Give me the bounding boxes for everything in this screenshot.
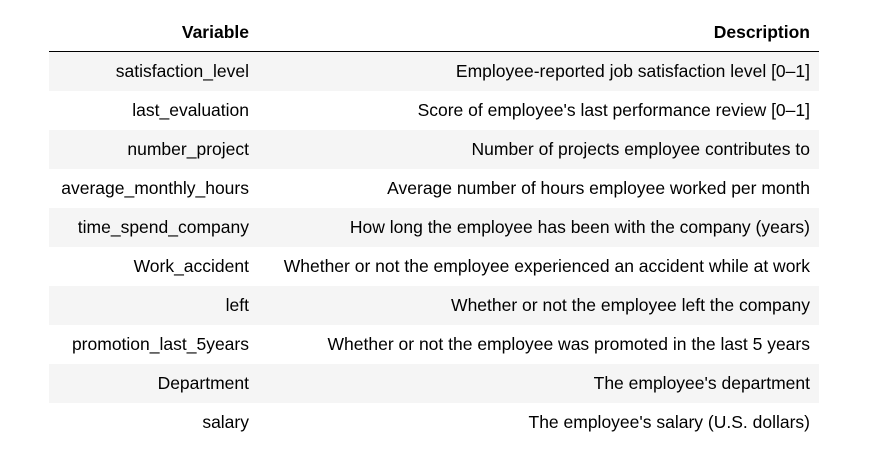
variable-cell: left bbox=[49, 286, 258, 325]
description-cell: Score of employee's last performance rev… bbox=[258, 91, 819, 130]
table-row: Department The employee's department bbox=[49, 364, 819, 403]
description-cell: Number of projects employee contributes … bbox=[258, 130, 819, 169]
variable-cell: Work_accident bbox=[49, 247, 258, 286]
header-description: Description bbox=[258, 13, 819, 52]
table-header-row: Variable Description bbox=[49, 13, 819, 52]
table-row: last_evaluation Score of employee's last… bbox=[49, 91, 819, 130]
table-row: number_project Number of projects employ… bbox=[49, 130, 819, 169]
variable-cell: Department bbox=[49, 364, 258, 403]
variable-cell: last_evaluation bbox=[49, 91, 258, 130]
variables-table: Variable Description satisfaction_level … bbox=[49, 13, 819, 442]
table-row: satisfaction_level Employee-reported job… bbox=[49, 51, 819, 91]
description-cell: Whether or not the employee left the com… bbox=[258, 286, 819, 325]
description-cell: How long the employee has been with the … bbox=[258, 208, 819, 247]
variable-cell: average_monthly_hours bbox=[49, 169, 258, 208]
description-cell: Whether or not the employee was promoted… bbox=[258, 325, 819, 364]
description-cell: Whether or not the employee experienced … bbox=[258, 247, 819, 286]
header-variable: Variable bbox=[49, 13, 258, 52]
variable-cell: promotion_last_5years bbox=[49, 325, 258, 364]
variable-cell: time_spend_company bbox=[49, 208, 258, 247]
description-cell: Average number of hours employee worked … bbox=[258, 169, 819, 208]
variable-cell: salary bbox=[49, 403, 258, 442]
table-row: left Whether or not the employee left th… bbox=[49, 286, 819, 325]
description-cell: The employee's department bbox=[258, 364, 819, 403]
table-row: promotion_last_5years Whether or not the… bbox=[49, 325, 819, 364]
table-row: time_spend_company How long the employee… bbox=[49, 208, 819, 247]
description-cell: Employee-reported job satisfaction level… bbox=[258, 51, 819, 91]
variable-cell: satisfaction_level bbox=[49, 51, 258, 91]
table-row: Work_accident Whether or not the employe… bbox=[49, 247, 819, 286]
table-row: salary The employee's salary (U.S. dolla… bbox=[49, 403, 819, 442]
variables-table-container: Variable Description satisfaction_level … bbox=[49, 13, 819, 442]
variable-cell: number_project bbox=[49, 130, 258, 169]
description-cell: The employee's salary (U.S. dollars) bbox=[258, 403, 819, 442]
table-row: average_monthly_hours Average number of … bbox=[49, 169, 819, 208]
